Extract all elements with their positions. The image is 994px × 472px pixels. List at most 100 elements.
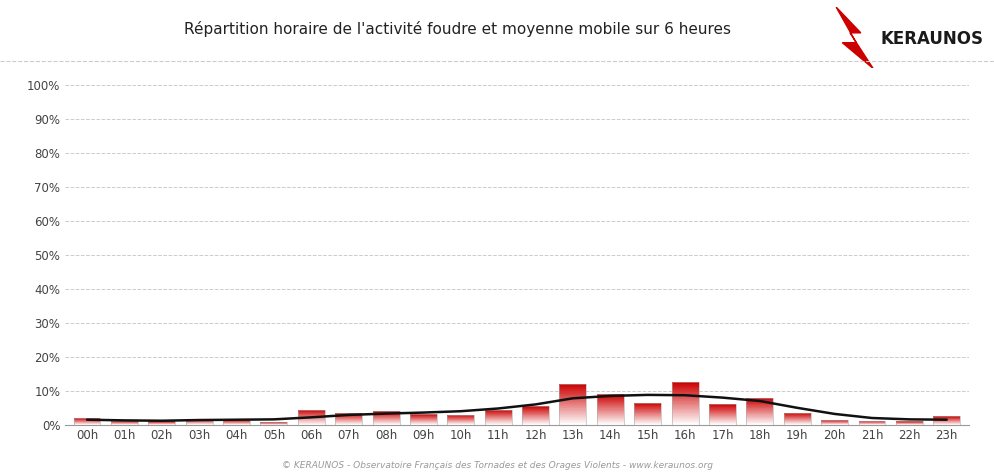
Bar [672, 407, 699, 408]
Bar [560, 404, 586, 405]
Bar [672, 412, 699, 413]
Bar [410, 414, 437, 425]
Bar [560, 388, 586, 389]
Bar [186, 419, 213, 425]
Bar [596, 415, 624, 416]
Bar [560, 385, 586, 386]
Bar [634, 403, 661, 425]
Bar [596, 423, 624, 424]
Bar [335, 413, 362, 425]
Bar [746, 397, 773, 425]
Bar [672, 403, 699, 404]
Bar [111, 421, 138, 425]
Bar [223, 420, 250, 425]
Bar [672, 419, 699, 420]
Bar [672, 387, 699, 388]
Text: KERAUNOS: KERAUNOS [881, 30, 984, 48]
Bar [672, 389, 699, 390]
Bar [596, 410, 624, 411]
Bar [672, 416, 699, 417]
Bar [560, 408, 586, 409]
Bar [560, 410, 586, 411]
Bar [596, 420, 624, 421]
Bar [933, 416, 960, 425]
Bar [672, 413, 699, 414]
Bar [560, 401, 586, 402]
Bar [672, 396, 699, 397]
Bar [596, 403, 624, 404]
Bar [148, 421, 175, 425]
Bar [560, 391, 586, 392]
Bar [821, 420, 848, 425]
Bar [560, 423, 586, 424]
Bar [896, 421, 922, 425]
Bar [672, 382, 699, 425]
Bar [596, 408, 624, 409]
Bar [596, 397, 624, 398]
Bar [596, 402, 624, 403]
Bar [672, 384, 699, 385]
Bar [596, 419, 624, 420]
Bar [859, 421, 886, 425]
Bar [560, 413, 586, 414]
Bar [672, 399, 699, 400]
Bar [560, 397, 586, 398]
Bar [709, 405, 736, 425]
Bar [560, 386, 586, 387]
Bar [672, 421, 699, 422]
Bar [560, 384, 586, 425]
Bar [560, 420, 586, 421]
Bar [672, 395, 699, 396]
Bar [560, 416, 586, 417]
Bar [672, 386, 699, 387]
Bar [447, 414, 474, 425]
Bar [672, 388, 699, 389]
Bar [672, 393, 699, 394]
Bar [672, 417, 699, 418]
Bar [596, 394, 624, 395]
Bar [560, 407, 586, 408]
Bar [672, 422, 699, 423]
Bar [596, 413, 624, 414]
Bar [560, 419, 586, 420]
Bar [672, 424, 699, 425]
Bar [560, 422, 586, 423]
Bar [783, 413, 811, 425]
Bar [596, 414, 624, 415]
Bar [596, 406, 624, 407]
Bar [560, 412, 586, 413]
Bar [596, 395, 624, 396]
Bar [672, 385, 699, 386]
Bar [560, 421, 586, 422]
Bar [560, 392, 586, 393]
Bar [560, 387, 586, 388]
Bar [560, 418, 586, 419]
Bar [560, 393, 586, 394]
Bar [672, 423, 699, 424]
Bar [596, 394, 624, 425]
Bar [74, 418, 100, 425]
Bar [560, 395, 586, 396]
Bar [260, 422, 287, 425]
Text: © KERAUNOS - Observatoire Français des Tornades et des Orages Violents - www.ker: © KERAUNOS - Observatoire Français des T… [281, 461, 713, 470]
Bar [485, 410, 512, 425]
Bar [560, 390, 586, 391]
Bar [672, 398, 699, 399]
Bar [672, 394, 699, 395]
Bar [596, 407, 624, 408]
Bar [560, 405, 586, 406]
Bar [560, 414, 586, 415]
Bar [373, 411, 400, 425]
Bar [560, 394, 586, 395]
Bar [672, 390, 699, 391]
Bar [672, 402, 699, 403]
Bar [596, 398, 624, 399]
Bar [672, 382, 699, 383]
Bar [596, 424, 624, 425]
Bar [596, 416, 624, 417]
Bar [672, 397, 699, 398]
Bar [560, 424, 586, 425]
Bar [596, 400, 624, 401]
Bar [672, 391, 699, 392]
Bar [596, 404, 624, 405]
